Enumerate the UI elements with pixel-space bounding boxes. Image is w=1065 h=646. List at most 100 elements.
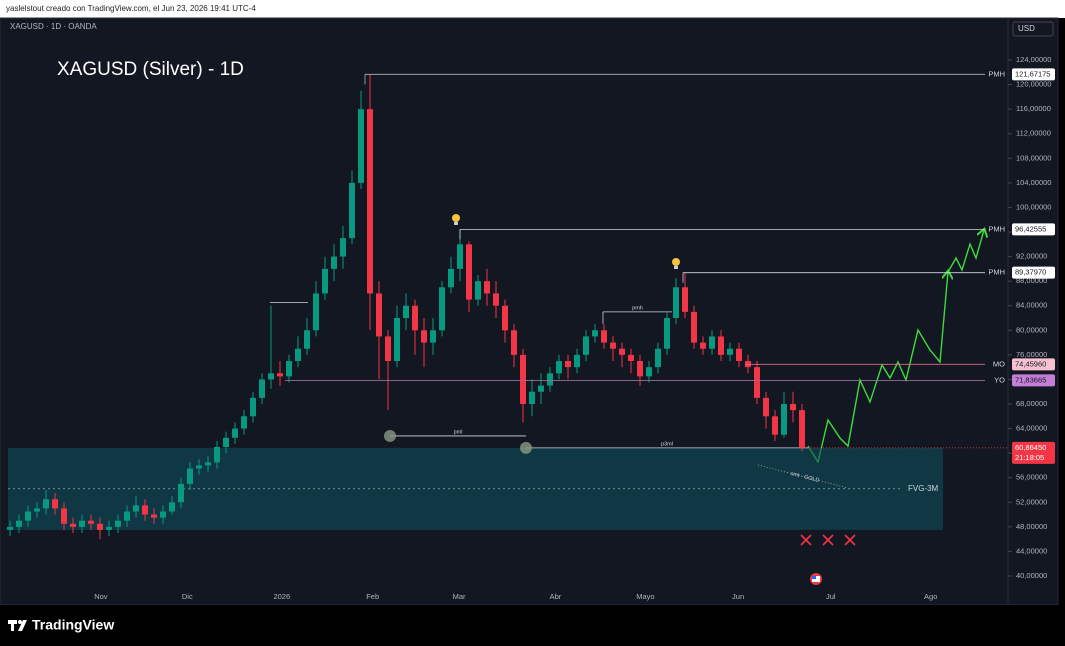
y-tick-label: 120,00000 xyxy=(1016,80,1051,89)
candle-body xyxy=(700,342,706,349)
price-tag-label: 89,37970 xyxy=(1015,268,1046,277)
candle-body xyxy=(754,367,760,398)
candle-body xyxy=(205,462,211,466)
x-tick-label: Jun xyxy=(732,592,744,601)
y-tick-label: 108,00000 xyxy=(1016,153,1051,162)
level-name: PMH xyxy=(988,268,1005,277)
candle-body xyxy=(727,348,733,355)
pivot xyxy=(384,429,396,442)
candle-body xyxy=(511,330,517,355)
x-tick-label: 2026 xyxy=(273,592,290,601)
candle-body xyxy=(358,109,364,183)
candle-body xyxy=(565,361,571,368)
candle-body xyxy=(673,287,679,319)
y-tick-label: 76,00000 xyxy=(1016,350,1047,359)
candle-body xyxy=(88,520,94,524)
price-tag xyxy=(1012,441,1055,464)
candle-body xyxy=(97,523,103,530)
price-tag-label: 121,67175 xyxy=(1015,69,1050,78)
candle-body xyxy=(331,256,337,269)
candle-body xyxy=(448,268,454,288)
candle-body xyxy=(349,182,355,239)
y-tick-label: 40,00000 xyxy=(1016,571,1047,580)
y-tick-label: 112,00000 xyxy=(1016,129,1051,138)
candle-body xyxy=(781,404,787,435)
candle-body xyxy=(601,330,607,343)
candle-body xyxy=(16,520,22,527)
y-tick-label: 52,00000 xyxy=(1016,497,1047,506)
price-tag xyxy=(1012,358,1055,371)
candle-body xyxy=(259,379,265,398)
candle-body xyxy=(7,526,13,530)
candle-body xyxy=(313,293,319,331)
candle-body xyxy=(583,336,589,355)
y-tick-label: 56,00000 xyxy=(1016,473,1047,482)
candle-body xyxy=(178,483,184,503)
price-tag xyxy=(1012,374,1055,387)
candle-body xyxy=(187,468,193,484)
price-tag xyxy=(1012,223,1055,236)
candle-body xyxy=(412,305,418,331)
candle-body xyxy=(610,342,616,349)
y-tick-label: 44,00000 xyxy=(1016,546,1047,555)
candle-body xyxy=(655,348,661,368)
candle-body xyxy=(223,437,229,447)
candle-body xyxy=(124,511,130,521)
candle-body xyxy=(799,410,805,448)
candle-body xyxy=(475,281,481,300)
candle-body xyxy=(61,508,67,524)
x-tick-label: Dic xyxy=(182,592,193,601)
annotation-label: pmh xyxy=(632,305,643,311)
symbol: XAGUSD · 1D · OANDA xyxy=(10,22,97,31)
header-text: yaslelstout creado con TradingView.com, … xyxy=(6,4,256,13)
candle-body xyxy=(142,505,148,515)
y-tick-label: 84,00000 xyxy=(1016,301,1047,310)
y-tick-label: 88,00000 xyxy=(1016,276,1047,285)
candle-body xyxy=(196,465,202,469)
smt-line xyxy=(757,464,849,489)
candle-body xyxy=(376,293,382,337)
y-tick-label: 100,00000 xyxy=(1016,202,1051,211)
candle-body xyxy=(394,318,400,362)
candle-body xyxy=(115,520,121,527)
candle-body xyxy=(385,336,391,362)
x-tick-label: Ago xyxy=(924,592,937,601)
candle-body xyxy=(403,305,409,319)
annotation-label: p3ml xyxy=(661,441,673,447)
x-tick-label: Mayo xyxy=(636,592,654,601)
candle-body xyxy=(295,348,301,362)
candle-body xyxy=(232,428,238,438)
candle-body xyxy=(250,397,256,417)
header-bar xyxy=(0,0,1065,18)
level-name: PMH xyxy=(988,224,1005,233)
pivot xyxy=(520,441,532,454)
candle-body xyxy=(367,109,373,294)
candle-body xyxy=(34,508,40,512)
candle-body xyxy=(106,526,112,530)
candle-body xyxy=(709,336,715,349)
y-tick-label: 92,00000 xyxy=(1016,252,1047,261)
candle-body xyxy=(538,385,544,392)
candle-body xyxy=(70,523,76,527)
candle-body xyxy=(268,373,274,380)
fvg-label: FVG-3M xyxy=(908,484,939,493)
candle-body xyxy=(322,268,328,294)
x-tick-label: Feb xyxy=(366,592,379,601)
candle-body xyxy=(772,416,778,435)
candle-body xyxy=(277,373,283,377)
candle-body xyxy=(52,499,58,509)
y-tick-label: 68,00000 xyxy=(1016,399,1047,408)
flag-icon xyxy=(810,573,822,585)
currency: USD xyxy=(1018,24,1035,33)
candle-body xyxy=(520,354,526,405)
level-name: PMH xyxy=(988,69,1005,78)
y-tick-label: 104,00000 xyxy=(1016,178,1051,187)
price-tag-label: 96,42555 xyxy=(1015,224,1046,233)
bulb xyxy=(452,214,460,225)
candle-body xyxy=(790,404,796,411)
candle-body xyxy=(718,336,724,355)
candle-body xyxy=(241,416,247,429)
candle-body xyxy=(574,354,580,368)
